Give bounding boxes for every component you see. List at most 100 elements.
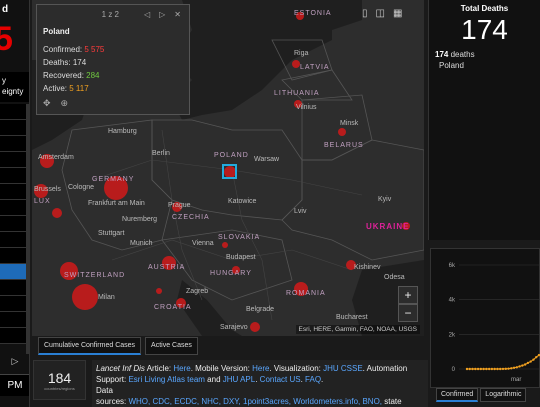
left-list-header-line2: eignty [2, 87, 24, 96]
article-link[interactable]: Here [173, 364, 191, 373]
case-marker-austria[interactable] [162, 256, 176, 270]
case-marker-milan[interactable] [72, 284, 98, 310]
tab-active-cases[interactable]: Active Cases [145, 337, 198, 355]
map-label: Vilnius [296, 104, 317, 111]
popup-confirmed-value: 5 575 [84, 45, 105, 54]
zoom-in-button[interactable]: + [398, 286, 418, 304]
country-list[interactable] [0, 104, 26, 344]
list-scrollbar[interactable] [26, 104, 29, 354]
case-marker-estonia[interactable] [296, 12, 304, 20]
list-item-selected[interactable] [0, 264, 26, 280]
case-marker-latvia[interactable] [292, 60, 300, 68]
list-item[interactable] [0, 248, 26, 264]
popup-close-icon[interactable]: ✕ [174, 9, 181, 19]
contact-link[interactable]: Contact US [259, 375, 301, 384]
move-icon[interactable]: ✥ [43, 98, 51, 108]
map-label: Cologne [68, 184, 95, 191]
case-marker-switzerland[interactable] [60, 262, 78, 280]
popup-deaths-label: Deaths: [43, 58, 71, 67]
info-text: state [382, 397, 402, 406]
info-text: . Mobile Version: [190, 364, 253, 373]
popup-recovered-label: Recovered: [43, 71, 84, 80]
case-marker-moldova[interactable] [346, 260, 356, 270]
case-marker-lithuania[interactable] [294, 100, 302, 108]
tab-cumulative-confirmed[interactable]: Cumulative Confirmed Cases [38, 337, 142, 355]
list-item[interactable] [0, 136, 26, 152]
popup-confirmed-label: Confirmed: [43, 45, 83, 54]
popup-active: Active: 5 117 [43, 84, 89, 93]
cases-chart[interactable]: 6k 4k 2k 0 mar [430, 248, 540, 388]
layers-icon[interactable]: ◫ [375, 8, 385, 19]
zoom-out-button[interactable]: − [398, 304, 418, 322]
popup-active-value: 5 117 [69, 84, 89, 93]
map-label: ROMANIA [286, 290, 326, 297]
case-marker-slovakia[interactable] [222, 242, 228, 248]
case-marker-brussels[interactable] [34, 184, 48, 198]
sources-link[interactable]: WHO, CDC, ECDC, NHC, DXY, 1point3acres, … [128, 397, 383, 406]
case-marker-belarus[interactable] [338, 128, 346, 136]
map-label: LATVIA [300, 64, 330, 71]
basemap-grid-icon[interactable]: ▦ [392, 8, 403, 19]
map-label: Berlin [152, 150, 170, 157]
map-label: Nuremberg [122, 216, 158, 223]
list-item[interactable] [0, 328, 26, 344]
total-deaths-number: 174 [461, 14, 508, 45]
list-item[interactable] [0, 152, 26, 168]
lancet-text: Lancet Inf Dis [96, 364, 145, 373]
zoom-to-icon[interactable]: ⊕ [60, 98, 69, 108]
list-item[interactable] [0, 168, 26, 184]
popup-recovered-value: 284 [86, 71, 100, 80]
case-marker-amsterdam[interactable] [40, 154, 54, 168]
last-updated-time: PM [0, 374, 29, 396]
popup-prev-icon[interactable]: ◁ [143, 9, 151, 19]
popup-recovered: Recovered: 284 [43, 71, 100, 80]
list-item[interactable] [0, 312, 26, 328]
list-item[interactable] [0, 280, 26, 296]
countries-count-panel: 184 countries/regions [33, 360, 86, 400]
map-label: Odesa [384, 274, 405, 281]
popup-next-icon[interactable]: ▷ [159, 9, 166, 19]
bookmark-icon[interactable]: ▯ [362, 8, 368, 19]
map-label: Lviv [294, 208, 307, 215]
chart-y-tick-label: 4k [449, 298, 456, 304]
case-marker-poland[interactable] [224, 166, 236, 178]
popup-confirmed: Confirmed: 5 575 [43, 45, 104, 54]
countries-count-label: countries/regions [44, 386, 75, 391]
case-marker-croatia[interactable] [176, 298, 186, 308]
total-deaths-panel: Total Deaths 174 174 deaths Poland [428, 0, 540, 240]
faq-link[interactable]: FAQ [305, 375, 322, 384]
list-item[interactable] [0, 232, 26, 248]
case-marker-romania[interactable] [294, 282, 308, 296]
jhu-csse-link[interactable]: JHU CSSE [323, 364, 363, 373]
left-list-header: y eignty [0, 72, 29, 102]
chart-series-line [467, 354, 540, 370]
case-marker-lux[interactable] [52, 208, 62, 218]
map-label: UKRAINE [366, 222, 410, 231]
list-item[interactable] [0, 200, 26, 216]
map-view[interactable]: ESTONIA Riga LATVIA LITHUANIA Vilnius Mi… [32, 0, 424, 336]
case-marker-hungary[interactable] [232, 266, 240, 274]
tab-logarithmic[interactable]: Logarithmic [480, 388, 527, 402]
mobile-link[interactable]: Here [252, 364, 270, 373]
map-label: SLOVAKIA [218, 234, 261, 241]
case-marker-slovenia[interactable] [156, 288, 162, 294]
map-tabs: Cumulative Confirmed Cases Active Cases [38, 337, 198, 355]
map-label: Minsk [340, 120, 359, 127]
esri-link[interactable]: Esri Living Atlas team [128, 375, 205, 384]
list-item[interactable] [0, 104, 26, 120]
map-label: Budapest [226, 254, 256, 261]
jhu-apl-link[interactable]: JHU APL [222, 375, 256, 384]
list-item[interactable] [0, 120, 26, 136]
case-marker-ukraine[interactable] [402, 222, 410, 230]
case-marker-germany[interactable] [104, 176, 128, 200]
list-item[interactable] [0, 296, 26, 312]
next-page-icon[interactable]: ▷ [4, 352, 26, 370]
tab-confirmed[interactable]: Confirmed [436, 388, 479, 402]
map-label: LUX [34, 198, 51, 205]
info-text: Article: [144, 364, 174, 373]
map-label: Milan [98, 294, 115, 301]
list-item[interactable] [0, 184, 26, 200]
case-marker-czechia[interactable] [172, 202, 182, 212]
list-item[interactable] [0, 216, 26, 232]
case-marker-serbia[interactable] [250, 322, 260, 332]
